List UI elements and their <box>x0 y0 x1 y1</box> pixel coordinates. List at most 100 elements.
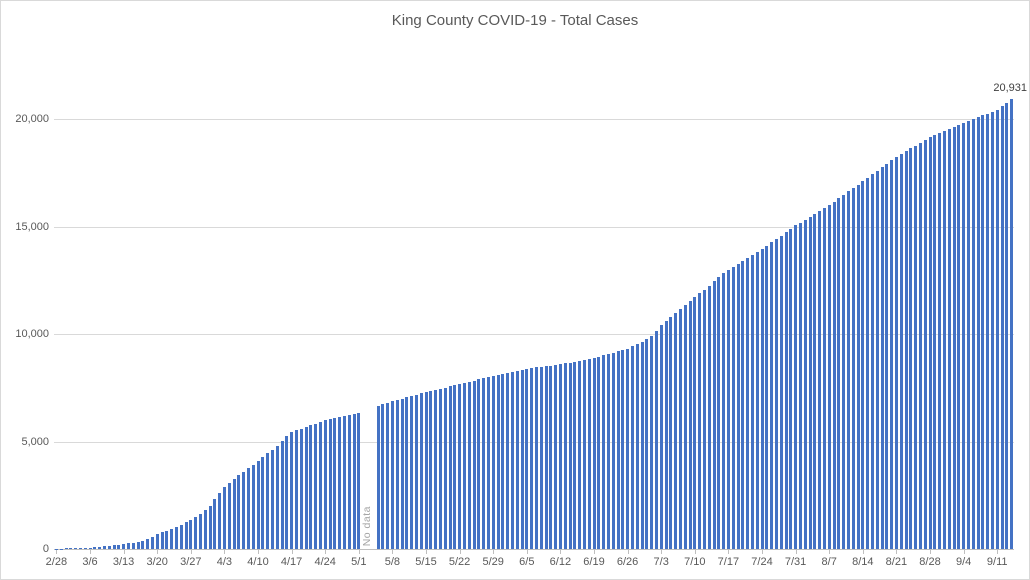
bar <box>779 235 783 549</box>
x-axis-tick <box>661 550 663 554</box>
bar <box>875 170 879 549</box>
bar <box>587 358 591 549</box>
x-axis-tick-label: 6/12 <box>549 556 572 568</box>
bar <box>1005 102 1009 549</box>
bar <box>789 228 793 549</box>
bar <box>64 548 68 549</box>
bar <box>976 117 980 549</box>
bar <box>918 142 922 549</box>
bar <box>664 321 668 549</box>
bar <box>222 486 226 549</box>
bar <box>410 395 414 549</box>
bar <box>573 361 577 549</box>
bar <box>765 245 769 549</box>
bar <box>102 546 106 549</box>
bar <box>693 297 697 549</box>
bar <box>496 374 500 549</box>
bar <box>290 431 294 549</box>
bar <box>1000 106 1004 549</box>
plot-area: No data 20,931 <box>54 76 1027 550</box>
bar <box>990 111 994 549</box>
bar <box>179 524 183 549</box>
bar <box>669 317 673 549</box>
bar <box>602 355 606 549</box>
bar <box>299 428 303 549</box>
y-axis-tick-label: 5,000 <box>21 435 49 448</box>
bar <box>659 325 663 549</box>
bar <box>453 385 457 549</box>
bar <box>803 219 807 549</box>
x-axis-tick <box>930 550 931 554</box>
bar <box>957 124 961 549</box>
bar <box>832 201 836 549</box>
x-axis-tick <box>56 550 58 554</box>
bar <box>712 281 716 549</box>
bar <box>616 351 620 549</box>
gridline <box>54 226 1014 228</box>
bar <box>342 415 346 549</box>
x-axis-tick-label: 4/3 <box>216 556 233 568</box>
bar <box>395 399 399 549</box>
bar <box>83 547 87 549</box>
x-axis-tick-label: 2/28 <box>45 556 68 568</box>
bar <box>923 140 927 549</box>
bar <box>904 151 908 549</box>
bar <box>942 131 946 549</box>
bar <box>448 386 452 549</box>
bar <box>318 421 322 549</box>
x-axis-tick-label: 3/27 <box>180 556 202 568</box>
x-axis-tick-label: 6/5 <box>519 556 535 568</box>
bar <box>74 547 78 549</box>
bar <box>702 289 706 549</box>
bar <box>78 547 82 549</box>
bar <box>256 461 260 549</box>
bar <box>674 313 678 549</box>
bar <box>131 542 135 549</box>
bar <box>203 509 207 549</box>
bar <box>213 499 217 549</box>
bar <box>885 163 889 549</box>
bar <box>390 401 394 549</box>
x-axis-tick-label: 6/19 <box>583 556 605 568</box>
bar <box>880 167 884 549</box>
bar <box>717 277 721 549</box>
bar <box>635 344 639 549</box>
last-value-label: 20,931 <box>993 81 1027 94</box>
x-axis-tick-label: 3/20 <box>146 556 168 568</box>
bar <box>88 547 92 549</box>
bar <box>198 513 202 549</box>
bar <box>93 547 97 549</box>
bar <box>621 349 625 549</box>
bar <box>822 207 826 549</box>
x-axis-tick-label: 7/3 <box>653 556 669 568</box>
bar <box>458 384 462 549</box>
bar <box>770 242 774 549</box>
x-axis-tick-label: 9/4 <box>955 556 972 568</box>
bar <box>304 427 308 549</box>
bar <box>357 412 361 549</box>
bar <box>736 263 740 549</box>
x-axis-tick-label: 8/14 <box>852 556 874 568</box>
bar <box>645 339 649 549</box>
gridline <box>54 119 1014 120</box>
bar <box>818 210 822 549</box>
bar <box>842 194 846 549</box>
x-axis-tick-label: 8/21 <box>885 556 908 568</box>
bar <box>227 482 231 549</box>
bar <box>136 541 140 549</box>
bar <box>1010 98 1014 549</box>
bar <box>683 305 687 549</box>
bar <box>846 191 850 549</box>
bar <box>741 260 745 549</box>
bar <box>899 153 903 549</box>
bar <box>323 420 327 549</box>
bar <box>405 397 409 549</box>
x-axis-tick <box>325 550 327 554</box>
bar <box>126 543 130 549</box>
bar <box>160 532 164 549</box>
bar <box>760 249 764 549</box>
bar <box>515 370 519 549</box>
bar <box>851 188 855 549</box>
bar <box>472 380 476 549</box>
